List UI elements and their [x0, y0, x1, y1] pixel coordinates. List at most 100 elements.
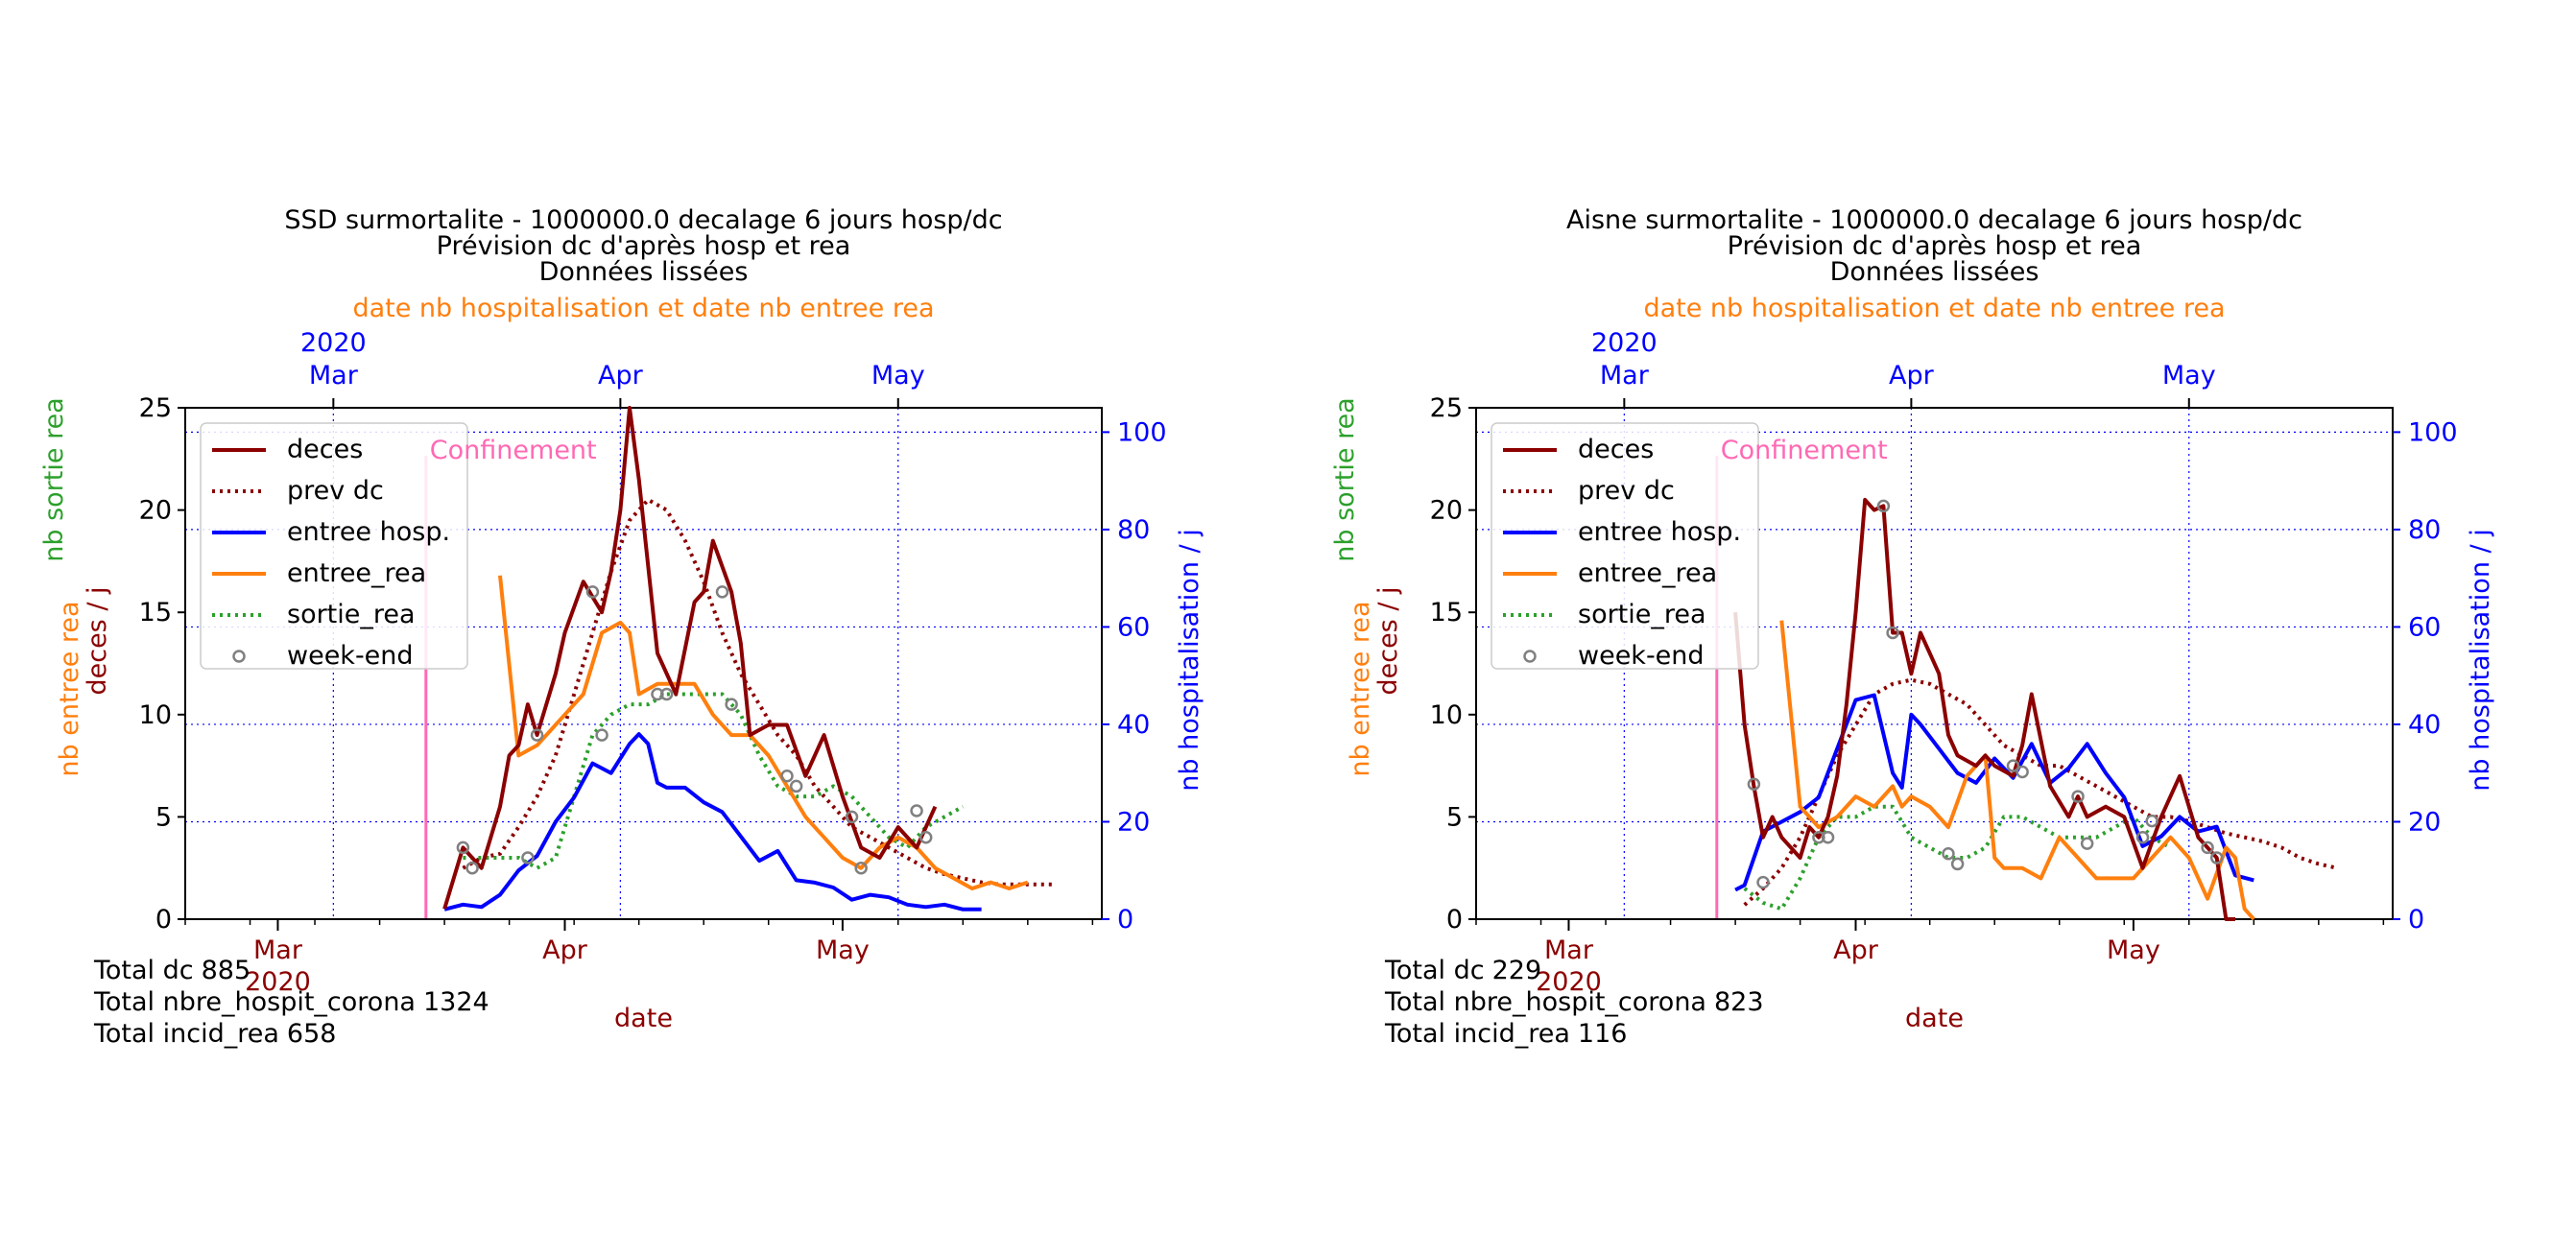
week-end-marker: [2145, 814, 2159, 828]
total-label: Total dc: [93, 956, 194, 985]
week-end-marker: [1821, 830, 1835, 844]
legend-marker-week-end: [1523, 650, 1537, 663]
total-value: 116: [1578, 1019, 1628, 1049]
week-end-marker: [465, 861, 479, 875]
legend-label: deces: [1578, 435, 1654, 464]
week-end-marker: [715, 585, 729, 599]
chart-title-line: Aisne surmortalite - 1000000.0 decalage …: [1566, 205, 2302, 235]
week-end-marker: [2209, 851, 2224, 864]
week-end-marker: [845, 810, 859, 824]
total-line: Total incid_rea 658: [93, 1019, 336, 1049]
y-left-tick-label: 5: [155, 802, 172, 832]
legend-label: sortie_rea: [1578, 600, 1706, 629]
week-end-marker: [1747, 777, 1761, 792]
total-label: Total dc: [1384, 956, 1485, 985]
y-right-tick-label: 60: [2408, 612, 2441, 642]
x-tick-label: May: [2107, 935, 2160, 965]
week-end-marker: [2135, 830, 2150, 844]
week-end-marker: [2015, 765, 2029, 779]
y-left-tick-label: 0: [1446, 905, 1463, 935]
week-end-marker: [1812, 830, 1825, 844]
series-line-deces: [442, 406, 938, 910]
series-line-prev-dc: [1743, 677, 2338, 907]
y-left-tick-label: 10: [1430, 700, 1463, 730]
y-right-tick-label: 0: [1117, 905, 1133, 935]
total-value: 823: [1714, 987, 1764, 1017]
week-end-marker: [2080, 837, 2094, 850]
legend-label: entree_rea: [1578, 558, 1717, 588]
y-right-axis-label: nb hospitalisation / j: [1175, 529, 1205, 791]
legend-label: prev dc: [287, 476, 384, 506]
top-tick-label: Apr: [598, 361, 644, 391]
total-line: Total incid_rea 116: [1384, 1019, 1627, 1049]
week-end-marker: [521, 851, 535, 864]
week-end-marker: [456, 841, 470, 855]
week-end-marker: [910, 804, 923, 817]
x-tick-label: Apr: [542, 935, 588, 965]
legend-label: prev dc: [1578, 476, 1675, 506]
legend-marker-week-end: [232, 650, 246, 663]
week-end-marker: [780, 770, 794, 783]
y-left-tick-label: 25: [1430, 393, 1463, 423]
week-end-marker: [854, 861, 868, 875]
y-right-axis-label: nb hospitalisation / j: [2466, 529, 2495, 791]
week-end-marker: [2006, 759, 2020, 772]
y-left-tick-label: 10: [139, 700, 172, 730]
y-left-tick-label: 25: [139, 393, 172, 423]
y-left-tick-label: 20: [1430, 496, 1463, 526]
y-right-tick-label: 80: [2408, 515, 2441, 545]
confinement-label: Confinement: [430, 436, 597, 465]
y-left-axis-label: nb entree rea: [55, 601, 84, 776]
y-left-axis-label: nb sortie rea: [1330, 397, 1360, 561]
chart-title-line: Prévision dc d'après hosp et rea: [437, 231, 851, 261]
total-line: Total nbre_hospit_corona 1324: [93, 987, 489, 1017]
week-end-marker: [2201, 841, 2214, 855]
y-left-axis-label: deces / j: [83, 586, 112, 695]
x-tick-label: Apr: [1833, 935, 1879, 965]
y-left-axis-label: nb sortie rea: [39, 397, 69, 561]
week-end-marker: [1756, 875, 1770, 889]
series-line-entree-hosp: [1734, 693, 2254, 892]
y-left-tick-label: 15: [139, 598, 172, 628]
y-right-tick-label: 0: [2408, 905, 2424, 935]
chart-title-line: Prévision dc d'après hosp et rea: [1728, 231, 2142, 261]
x-tick-label: Mar: [1544, 935, 1594, 965]
legend-label: deces: [287, 435, 363, 464]
top-year-label: 2020: [1591, 328, 1658, 358]
y-right-tick-label: 40: [2408, 710, 2441, 740]
week-end-marker: [651, 687, 664, 701]
total-value: 658: [287, 1019, 337, 1049]
total-value: 885: [202, 956, 251, 985]
y-right-tick-label: 100: [1117, 417, 1167, 447]
y-left-tick-label: 0: [155, 905, 172, 935]
total-label: Total nbre_hospit_corona: [1384, 987, 1706, 1017]
y-left-tick-label: 15: [1430, 598, 1463, 628]
top-tick-label: May: [2162, 361, 2216, 391]
top-axis-label: date nb hospitalisation et date nb entre…: [352, 294, 934, 323]
x-axis-label: date: [614, 1004, 673, 1033]
y-left-axis-label: deces / j: [1373, 586, 1403, 695]
y-right-tick-label: 80: [1117, 515, 1150, 545]
total-value: 229: [1492, 956, 1542, 985]
y-right-tick-label: 20: [1117, 807, 1150, 837]
week-end-marker: [1950, 857, 1965, 871]
confinement-label: Confinement: [1721, 436, 1888, 465]
y-left-tick-label: 20: [139, 496, 172, 526]
series-line-entree-rea: [1779, 620, 2255, 921]
x-axis-label: date: [1905, 1004, 1964, 1033]
week-end-marker: [595, 728, 608, 742]
plot-frame: [184, 407, 1103, 920]
top-year-label: 2020: [300, 328, 367, 358]
week-end-marker: [1942, 847, 1955, 861]
x-tick-label: May: [816, 935, 870, 965]
y-right-tick-label: 60: [1117, 612, 1150, 642]
legend-box: [200, 422, 468, 670]
week-end-marker: [659, 687, 674, 701]
top-tick-label: May: [871, 361, 925, 391]
total-label: Total nbre_hospit_corona: [93, 987, 416, 1017]
series-line-entree-hosp: [443, 732, 982, 912]
x-year-label: 2020: [1536, 967, 1602, 997]
legend-label: entree_rea: [287, 558, 426, 588]
legend-label: week-end: [1578, 641, 1705, 671]
series-line-sortie-rea: [1743, 804, 2172, 912]
